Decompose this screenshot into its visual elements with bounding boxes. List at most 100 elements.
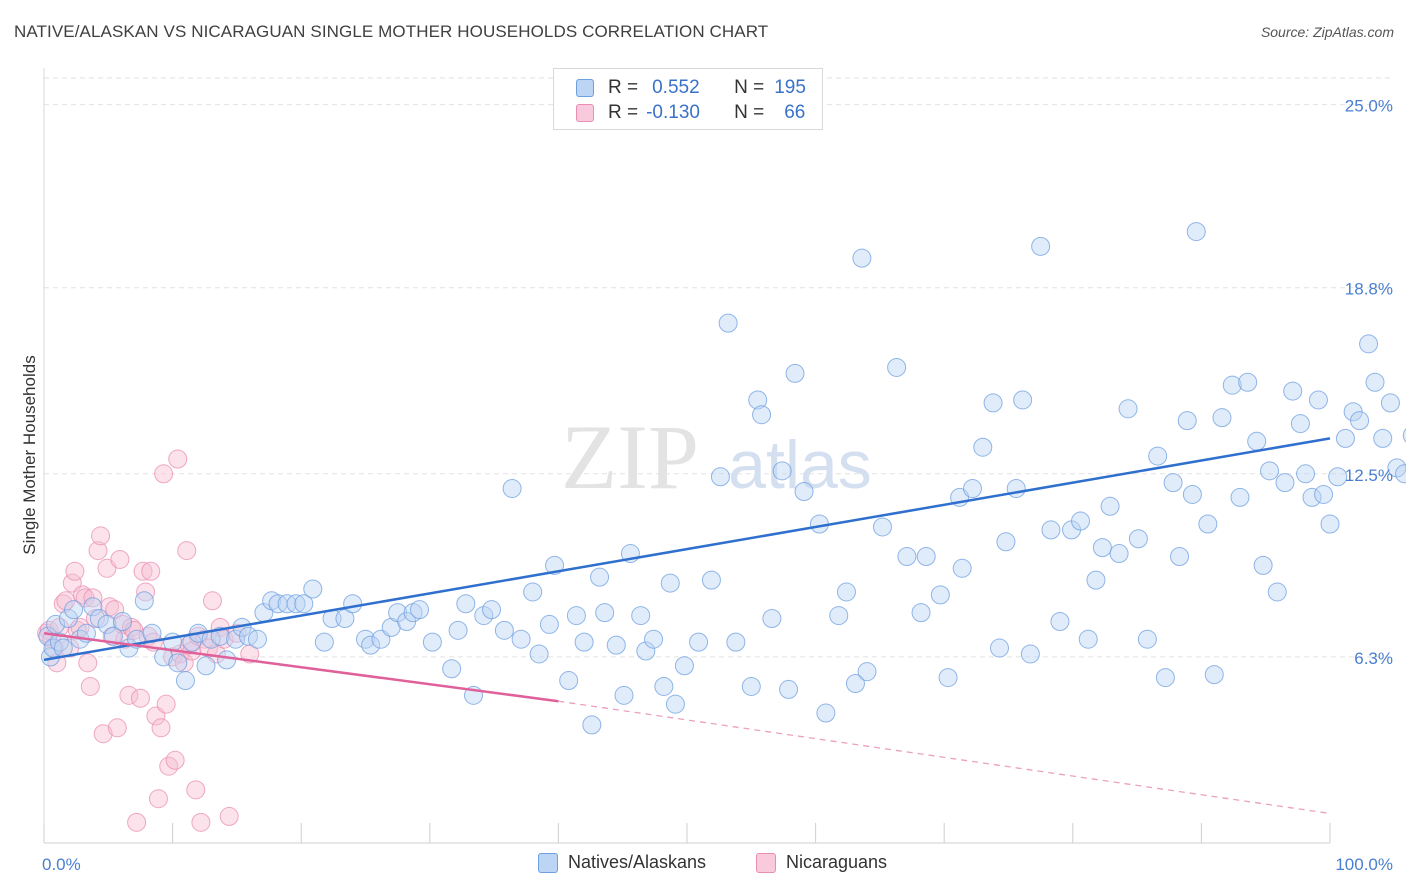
nicaraguan-point bbox=[88, 541, 108, 561]
native-point bbox=[1350, 411, 1370, 431]
native-point bbox=[741, 676, 761, 696]
native-point bbox=[1302, 487, 1322, 507]
native-point bbox=[286, 594, 306, 614]
r-value: -0.130 bbox=[646, 102, 700, 123]
native-point bbox=[474, 606, 494, 626]
x-tick-label-end: 100.0% bbox=[1335, 855, 1393, 874]
nicaraguan-point bbox=[186, 780, 206, 800]
native-point bbox=[175, 671, 195, 691]
native-point bbox=[1308, 390, 1328, 410]
native-point bbox=[582, 715, 602, 735]
nicaraguan-point bbox=[78, 653, 98, 673]
native-point bbox=[1222, 375, 1242, 395]
native-point bbox=[930, 585, 950, 605]
legend-row-natives: R = 0.552 N = 195 bbox=[576, 76, 806, 100]
legend-swatch-pink bbox=[756, 852, 776, 873]
native-point bbox=[1290, 414, 1310, 434]
native-point bbox=[644, 629, 664, 649]
y-tick-labels: 6.3% 12.5% 18.8% 25.0% bbox=[1345, 97, 1393, 668]
native-point bbox=[1267, 582, 1287, 602]
native-point bbox=[545, 555, 565, 575]
native-point bbox=[303, 579, 323, 599]
native-point bbox=[606, 635, 626, 655]
nicaraguans-trend-line bbox=[43, 632, 559, 703]
native-point bbox=[872, 517, 892, 537]
native-point bbox=[1086, 570, 1106, 590]
y-tick-label: 6.3% bbox=[1354, 649, 1393, 668]
trend-lines bbox=[43, 437, 1331, 815]
native-point bbox=[494, 620, 514, 640]
native-point bbox=[836, 582, 856, 602]
correlation-legend: R = 0.552 N = 195 R = -0.130 N = 66 bbox=[553, 68, 823, 130]
native-point bbox=[1170, 546, 1190, 566]
r-value: 0.552 bbox=[652, 77, 700, 98]
native-point bbox=[502, 479, 522, 499]
legend-row-nicaraguans: R = -0.130 N = 66 bbox=[576, 101, 805, 125]
native-point bbox=[845, 674, 865, 694]
native-point bbox=[852, 248, 872, 268]
nicaraguan-point bbox=[219, 806, 239, 826]
native-point bbox=[1013, 390, 1033, 410]
nicaraguan-point bbox=[105, 600, 125, 620]
native-point bbox=[1275, 473, 1295, 493]
nicaraguan-point bbox=[80, 676, 100, 696]
native-point bbox=[456, 594, 476, 614]
r-label: R = bbox=[608, 77, 639, 98]
nicaraguan-point bbox=[107, 718, 127, 738]
native-point bbox=[335, 609, 355, 629]
nicaraguan-point bbox=[227, 623, 247, 643]
natives-alaskans-points bbox=[38, 222, 1406, 735]
native-point bbox=[1260, 461, 1280, 481]
nicaraguan-point bbox=[110, 549, 130, 569]
nicaraguan-point bbox=[191, 812, 211, 832]
native-point bbox=[294, 594, 314, 614]
legend-swatch-blue bbox=[576, 79, 594, 97]
native-point bbox=[168, 653, 188, 673]
n-value: 66 bbox=[784, 102, 806, 123]
native-point bbox=[523, 582, 543, 602]
nicaraguan-point bbox=[119, 685, 139, 705]
native-point bbox=[1163, 473, 1183, 493]
native-point bbox=[566, 606, 586, 626]
native-point bbox=[49, 632, 69, 652]
native-point bbox=[665, 694, 685, 714]
native-point bbox=[1186, 222, 1206, 242]
native-point bbox=[1177, 411, 1197, 431]
native-point bbox=[1212, 408, 1232, 428]
legend-swatch-blue bbox=[538, 852, 558, 873]
native-point bbox=[983, 393, 1003, 413]
native-point bbox=[1041, 520, 1061, 540]
native-point bbox=[829, 606, 849, 626]
native-point bbox=[210, 626, 230, 646]
native-point bbox=[718, 313, 738, 333]
native-point bbox=[1247, 431, 1267, 451]
native-point bbox=[887, 357, 907, 377]
native-point bbox=[762, 609, 782, 629]
native-point bbox=[1092, 538, 1112, 558]
native-point bbox=[314, 632, 334, 652]
native-point bbox=[631, 606, 651, 626]
native-point bbox=[595, 603, 615, 623]
native-point bbox=[361, 635, 381, 655]
native-point bbox=[46, 614, 66, 634]
legend-item-natives: Natives/Alaskans bbox=[538, 852, 706, 873]
native-point bbox=[1314, 484, 1334, 504]
native-point bbox=[134, 591, 154, 611]
native-point bbox=[952, 558, 972, 578]
natives-trend-line bbox=[43, 437, 1331, 662]
native-point bbox=[1155, 668, 1175, 688]
native-point bbox=[356, 629, 375, 649]
nicaraguan-point bbox=[148, 789, 168, 809]
native-point bbox=[726, 632, 746, 652]
native-point bbox=[89, 609, 109, 629]
native-point bbox=[660, 573, 680, 593]
native-point bbox=[83, 597, 103, 617]
native-point bbox=[442, 659, 462, 679]
native-point bbox=[1071, 511, 1091, 531]
y-tick-label: 12.5% bbox=[1345, 466, 1393, 485]
native-point bbox=[710, 467, 730, 487]
nicaraguan-point bbox=[91, 526, 111, 546]
nicaraguan-point bbox=[130, 688, 150, 708]
native-point bbox=[772, 461, 792, 481]
